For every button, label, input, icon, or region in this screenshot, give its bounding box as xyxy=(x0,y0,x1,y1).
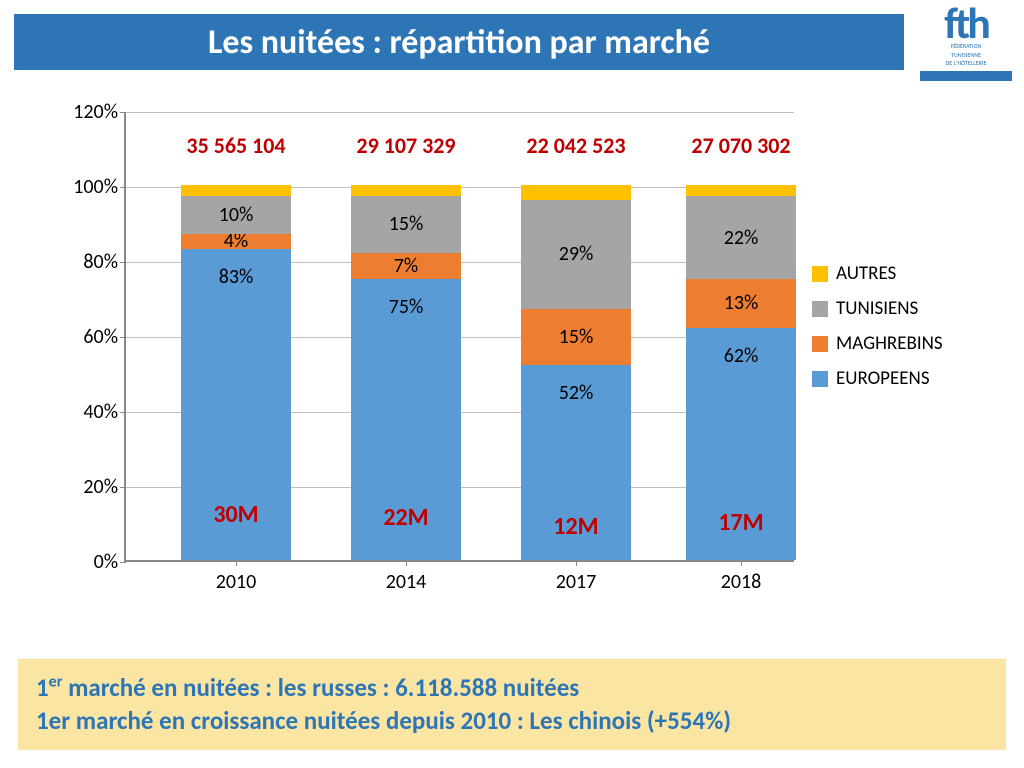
segment-label: 52% xyxy=(521,381,631,405)
legend-swatch xyxy=(812,266,828,282)
legend: AUTRES TUNISIENS MAGHREBINS EUROPEENS xyxy=(812,262,943,402)
segment-label: 75% xyxy=(351,295,461,319)
bar-segment-autres xyxy=(181,185,291,196)
y-axis-label: 0% xyxy=(94,550,126,574)
footer-line-1: 1er marché en nuitées : les russes : 6.1… xyxy=(36,671,988,705)
legend-label: EUROPEENS xyxy=(836,367,930,390)
legend-swatch xyxy=(812,336,828,352)
chart-container: 0%20%40%60%80%100%120%83%4%10%30M35 565 … xyxy=(56,94,968,644)
total-label: 29 107 329 xyxy=(316,132,496,159)
total-label: 27 070 302 xyxy=(651,132,831,159)
segment-label: 62% xyxy=(686,344,796,368)
segment-label: 10% xyxy=(181,203,291,227)
bar-segment-autres xyxy=(351,185,461,196)
footer-line-2: 1er marché en croissance nuitées depuis … xyxy=(36,704,988,738)
segment-label: 83% xyxy=(181,265,291,289)
segment-label: 15% xyxy=(521,325,631,349)
footer-box: 1er marché en nuitées : les russes : 6.1… xyxy=(18,659,1006,751)
logo-text: fth xyxy=(920,6,1012,41)
y-axis-label: 20% xyxy=(83,475,126,499)
segment-label: 29% xyxy=(521,242,631,266)
bar-group: 52% 15% 29% 12M xyxy=(521,112,631,560)
title-text: Les nuitées : répartition par marché xyxy=(208,22,710,63)
logo-bar xyxy=(920,71,1012,81)
y-axis-label: 80% xyxy=(83,250,126,274)
plot-area: 0%20%40%60%80%100%120%83%4%10%30M35 565 … xyxy=(124,112,794,562)
bar-segment-autres xyxy=(521,185,631,200)
bar-segment-autres xyxy=(686,185,796,196)
logo-fth: fth FÉDÉRATION TUNISIENNE DE L'HÔTELLERI… xyxy=(920,6,1012,90)
segment-label: 7% xyxy=(351,254,461,278)
total-label: 35 565 104 xyxy=(146,132,326,159)
legend-item-tunisiens: TUNISIENS xyxy=(812,297,943,320)
bar-group: 62% 13% 22% 17M xyxy=(686,112,796,560)
legend-item-autres: AUTRES xyxy=(812,262,943,285)
segment-label: 15% xyxy=(351,212,461,236)
logo-sub2: TUNISIENNE xyxy=(920,52,1012,59)
segment-label: 22% xyxy=(686,226,796,250)
legend-label: MAGHREBINS xyxy=(836,332,943,355)
legend-swatch xyxy=(812,371,828,387)
total-label: 22 042 523 xyxy=(486,132,666,159)
legend-swatch xyxy=(812,301,828,317)
legend-label: TUNISIENS xyxy=(836,297,918,320)
logo-sub1: FÉDÉRATION xyxy=(920,43,1012,50)
title-bar: Les nuitées : répartition par marché xyxy=(14,14,904,70)
y-axis-label: 60% xyxy=(83,325,126,349)
million-label: 22M xyxy=(351,503,461,532)
legend-item-europeens: EUROPEENS xyxy=(812,367,943,390)
y-axis-label: 40% xyxy=(83,400,126,424)
million-label: 12M xyxy=(521,512,631,541)
y-axis-label: 120% xyxy=(73,100,126,124)
million-label: 17M xyxy=(686,508,796,537)
million-label: 30M xyxy=(181,500,291,529)
legend-label: AUTRES xyxy=(836,262,896,285)
footer-prefix: 1 xyxy=(36,672,49,703)
bar-group: 83%4%10%30M xyxy=(181,112,291,560)
legend-item-maghrebins: MAGHREBINS xyxy=(812,332,943,355)
segment-label: 13% xyxy=(686,291,796,315)
footer-rest: marché en nuitées : les russes : 6.118.5… xyxy=(62,672,579,703)
y-axis-label: 100% xyxy=(73,175,126,199)
bar-group: 75% 7% 15% 22M xyxy=(351,112,461,560)
logo-sub3: DE L'HÔTELLERIE xyxy=(920,60,1012,67)
footer-sup: er xyxy=(49,672,63,691)
